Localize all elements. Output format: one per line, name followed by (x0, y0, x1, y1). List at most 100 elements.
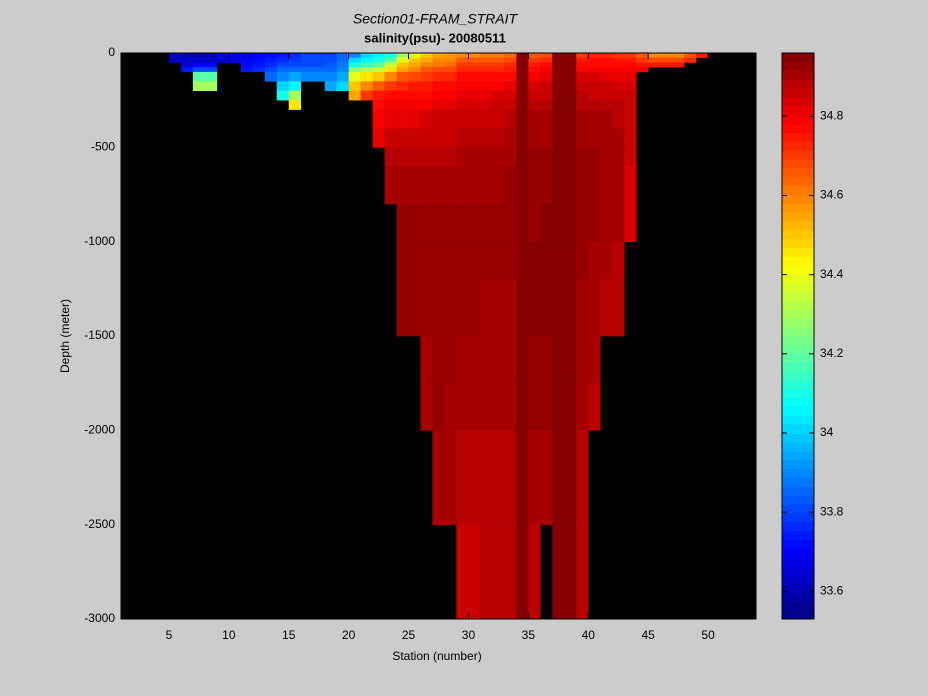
heatmap-cell (504, 166, 517, 205)
heatmap-cell (288, 57, 302, 63)
heatmap-cell (588, 203, 601, 242)
heatmap-cell (564, 430, 577, 525)
heatmap-cell (480, 100, 493, 110)
y-tick-label: -2000 (84, 423, 115, 437)
heatmap-cell (252, 62, 266, 68)
heatmap-cell (264, 53, 278, 59)
heatmap-cell (228, 53, 242, 59)
heatmap-cell (432, 100, 445, 110)
heatmap-cell (360, 62, 373, 68)
heatmap-cell (396, 100, 409, 110)
heatmap-cell (492, 71, 505, 82)
heatmap-cell (636, 62, 649, 68)
heatmap-cell (648, 53, 661, 59)
x-tick-label: 20 (342, 628, 356, 642)
heatmap-cell (444, 67, 457, 73)
heatmap-cell (528, 81, 541, 92)
heatmap-cell (324, 57, 337, 63)
heatmap-cell (528, 203, 541, 242)
heatmap-cell (564, 109, 577, 129)
heatmap-cell (576, 128, 589, 148)
heatmap-cell (360, 67, 373, 73)
heatmap-cell (552, 203, 565, 242)
heatmap-cell (576, 147, 589, 167)
colorbar-swatch (782, 265, 814, 275)
heatmap-cell (552, 62, 565, 68)
heatmap-cell (576, 241, 589, 280)
heatmap-cell (288, 53, 302, 59)
x-tick-label: 50 (701, 628, 715, 642)
heatmap-cell (432, 90, 445, 101)
heatmap-cell (396, 53, 409, 59)
heatmap-cell (624, 57, 637, 63)
heatmap-cell (396, 71, 409, 82)
heatmap-cell (672, 62, 685, 68)
heatmap-cell (492, 524, 505, 620)
colorbar-swatch (782, 450, 814, 461)
heatmap-cell (216, 53, 230, 59)
heatmap-cell (456, 383, 469, 431)
heatmap-cell (348, 57, 361, 63)
heatmap-cell (492, 90, 505, 101)
colorbar-swatch (782, 300, 814, 310)
heatmap-cell (552, 241, 565, 280)
colorbar-swatch (782, 548, 814, 558)
colorbar-swatch (782, 442, 814, 452)
heatmap-cell (468, 279, 481, 337)
colorbar-swatch (782, 194, 814, 204)
heatmap-cell (540, 71, 553, 82)
heatmap-cell (516, 109, 529, 129)
heatmap-cell (504, 336, 517, 384)
heatmap-cell (300, 57, 313, 63)
heatmap-cell (384, 57, 397, 63)
heatmap-cell (540, 62, 553, 68)
colorbar-tick-label: 34.6 (820, 188, 844, 202)
heatmap-cell (444, 71, 457, 82)
heatmap-cell (504, 430, 517, 525)
heatmap-cell (480, 57, 493, 63)
heatmap-cell (624, 147, 637, 167)
heatmap-cell (600, 53, 613, 59)
heatmap-cell (612, 128, 625, 148)
heatmap-cell (420, 203, 433, 242)
heatmap-cell (432, 383, 445, 431)
heatmap-cell (588, 67, 601, 73)
heatmap-cell (564, 57, 577, 63)
heatmap-cell (372, 100, 385, 110)
heatmap-cell (444, 166, 457, 205)
y-tick-label: 0 (108, 45, 115, 59)
colorbar-tick-label: 34.8 (820, 109, 844, 123)
heatmap-cell (504, 241, 517, 280)
heatmap-cell (588, 62, 601, 68)
colorbar-swatch (782, 221, 814, 231)
heatmap-cell (624, 203, 637, 242)
heatmap-cell (516, 71, 529, 82)
heatmap-cell (396, 57, 409, 63)
heatmap-cell (324, 62, 337, 68)
heatmap-cell (552, 57, 565, 63)
heatmap-cell (504, 128, 517, 148)
heatmap-cell (516, 430, 529, 525)
colorbar-swatch (782, 512, 814, 523)
heatmap-cell (480, 67, 493, 73)
heatmap-cell (456, 71, 469, 82)
heatmap-cell (468, 90, 481, 101)
heatmap-cell (444, 81, 457, 92)
colorbar-frame (781, 52, 815, 620)
heatmap-cell (504, 383, 517, 431)
heatmap-cell (540, 430, 553, 525)
heatmap-cell (684, 57, 697, 63)
heatmap-cell (420, 147, 433, 167)
heatmap-cell (492, 53, 505, 59)
heatmap-cell (408, 203, 421, 242)
heatmap-cell (540, 279, 553, 337)
heatmap-cell (396, 241, 409, 280)
heatmap-cell (372, 62, 385, 68)
colorbar-swatch (782, 141, 814, 151)
heatmap-cell (444, 109, 457, 129)
heatmap-cell (276, 57, 290, 63)
colorbar-swatch (782, 114, 814, 125)
heatmap-cell (408, 166, 421, 205)
heatmap-cell (468, 53, 481, 59)
heatmap-cell (504, 53, 517, 59)
